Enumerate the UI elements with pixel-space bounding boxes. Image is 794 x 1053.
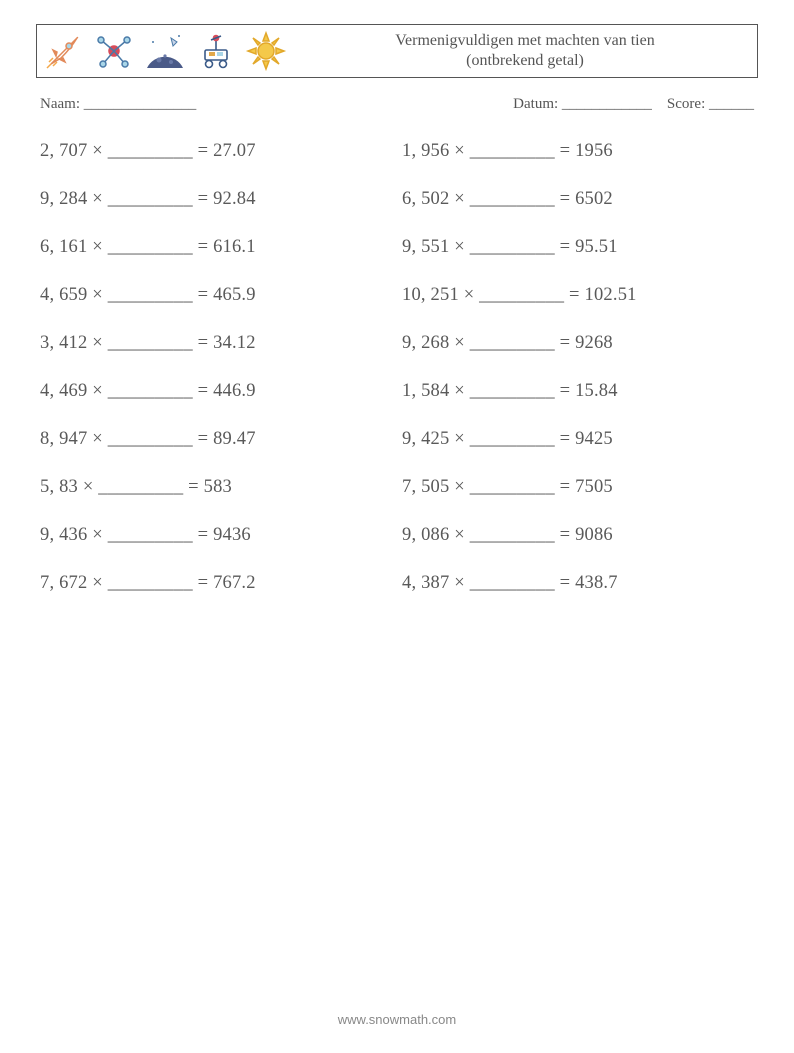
date-field: Datum: ____________ (513, 96, 652, 112)
problem-left: 4, 659 × _________ = 465.9 (40, 285, 392, 306)
title-line-1: Vermenigvuldigen met machten van tien (307, 31, 743, 51)
problem-right: 1, 956 × _________ = 1956 (402, 141, 754, 162)
problem-right: 1, 584 × _________ = 15.84 (402, 381, 754, 402)
title-line-2: (ontbrekend getal) (307, 51, 743, 71)
problem-left: 5, 83 × _________ = 583 (40, 477, 392, 498)
problem-right: 6, 502 × _________ = 6502 (402, 189, 754, 210)
problem-right: 9, 551 × _________ = 95.51 (402, 237, 754, 258)
problem-left: 3, 412 × _________ = 34.12 (40, 333, 392, 354)
date-score: Datum: ____________ Score: ______ (513, 96, 754, 113)
moon-icon (143, 30, 187, 72)
problem-right: 9, 268 × _________ = 9268 (402, 333, 754, 354)
name-field: Naam: _______________ (40, 96, 196, 113)
problems-grid: 2, 707 × _________ = 27.07 1, 956 × _____… (36, 141, 758, 594)
problem-left: 9, 436 × _________ = 9436 (40, 525, 392, 546)
problem-left: 2, 707 × _________ = 27.07 (40, 141, 392, 162)
problem-right: 4, 387 × _________ = 438.7 (402, 573, 754, 594)
problem-right: 9, 086 × _________ = 9086 (402, 525, 754, 546)
info-row: Naam: _______________ Datum: ___________… (40, 96, 754, 113)
header-icons (43, 30, 287, 72)
problem-right: 9, 425 × _________ = 9425 (402, 429, 754, 450)
problem-left: 9, 284 × _________ = 92.84 (40, 189, 392, 210)
problem-left: 6, 161 × _________ = 616.1 (40, 237, 392, 258)
problem-right: 7, 505 × _________ = 7505 (402, 477, 754, 498)
worksheet-title: Vermenigvuldigen met machten van tien (o… (307, 31, 749, 71)
problem-left: 7, 672 × _________ = 767.2 (40, 573, 392, 594)
satellite-icon (93, 30, 135, 72)
footer-url: www.snowmath.com (0, 1012, 794, 1027)
rover-icon (195, 30, 237, 72)
score-field: Score: ______ (667, 96, 754, 112)
problem-left: 8, 947 × _________ = 89.47 (40, 429, 392, 450)
worksheet-header: Vermenigvuldigen met machten van tien (o… (36, 24, 758, 78)
problem-left: 4, 469 × _________ = 446.9 (40, 381, 392, 402)
problem-right: 10, 251 × _________ = 102.51 (402, 285, 754, 306)
rocket-icon (43, 30, 85, 72)
sun-icon (245, 30, 287, 72)
